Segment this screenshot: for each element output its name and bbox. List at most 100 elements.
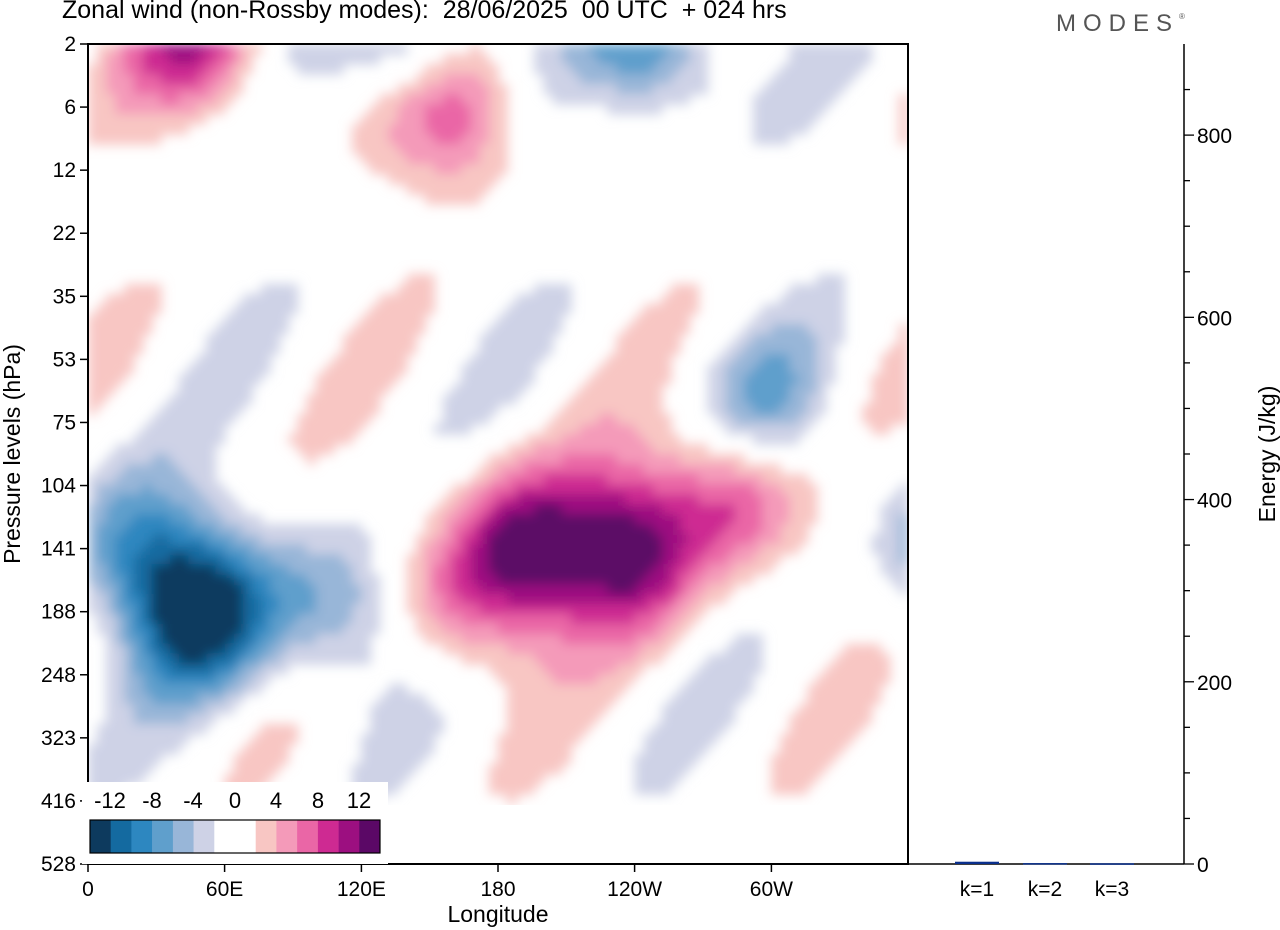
heatmap-cell [188, 504, 198, 515]
heatmap-cell [142, 574, 153, 585]
colorbar-swatch [172, 820, 194, 853]
heatmap-cell [170, 114, 180, 125]
heatmap-cell [115, 714, 125, 725]
heatmap-cell [598, 84, 608, 95]
heatmap-cell [689, 464, 699, 475]
heatmap-cell [643, 534, 654, 545]
heatmap-cell [680, 704, 690, 715]
heatmap-cell [525, 734, 535, 745]
heatmap-cell [379, 774, 390, 785]
heatmap-cell [771, 104, 781, 115]
heatmap-cell [170, 404, 180, 415]
heatmap-cell [634, 774, 645, 785]
heatmap-cell [498, 774, 508, 785]
heatmap-cell [570, 544, 581, 555]
heatmap-cell [124, 614, 135, 625]
heatmap-cell [361, 344, 371, 355]
heatmap-cell [753, 484, 763, 495]
heatmap-cell [279, 754, 289, 765]
heatmap-cell [498, 574, 508, 585]
heatmap-cell [242, 674, 253, 685]
heatmap-cell [224, 314, 235, 325]
heatmap-cell [898, 324, 908, 335]
heatmap-cell [160, 684, 171, 695]
heatmap-cell [361, 364, 371, 375]
heatmap-cell [279, 284, 289, 295]
heatmap-cell [807, 384, 818, 395]
heatmap-cell [188, 394, 198, 405]
heatmap-cell [242, 364, 253, 375]
heatmap-cell [170, 414, 180, 425]
heatmap-cell [242, 534, 253, 545]
heatmap-cell [625, 534, 636, 545]
heatmap-cell [871, 414, 882, 425]
heatmap-cell [197, 724, 207, 735]
heatmap-cell [543, 434, 554, 445]
x-tick-label: 180 [480, 878, 515, 901]
heatmap-cell [507, 704, 517, 715]
heatmap-cell [689, 604, 699, 615]
heatmap-cell [97, 364, 107, 375]
heatmap-cell [543, 644, 554, 655]
heatmap-cell [115, 474, 125, 485]
heatmap-cell [498, 654, 508, 665]
heatmap-cell [406, 344, 417, 355]
heatmap-cell [543, 504, 554, 515]
heatmap-cell [734, 474, 745, 485]
heatmap-cell [643, 764, 654, 775]
heatmap-cell [151, 584, 162, 595]
heatmap-cell [652, 644, 663, 655]
heatmap-cell [115, 544, 125, 555]
heatmap-cell [543, 454, 554, 465]
heatmap-cell [607, 424, 617, 435]
heatmap-cell [698, 724, 709, 735]
heatmap-cell [188, 574, 198, 585]
heatmap-cell [835, 744, 845, 755]
heatmap-cell [734, 384, 745, 395]
heatmap-cell [197, 664, 207, 675]
heatmap-cell [561, 744, 572, 755]
heatmap-cell [552, 624, 563, 635]
heatmap-cell [534, 634, 545, 645]
heatmap-cell [507, 774, 517, 785]
heatmap-cell [361, 754, 371, 765]
heatmap-cell [652, 554, 663, 565]
heatmap-cell [753, 344, 763, 355]
x-tick-label: 120W [607, 878, 662, 901]
heatmap-cell [716, 664, 727, 675]
heatmap-cell [589, 504, 599, 515]
x-tick-label: 60E [206, 878, 243, 901]
heatmap-cell [835, 724, 845, 735]
heatmap-cell [434, 554, 444, 565]
heatmap-cell [570, 424, 581, 435]
heatmap-cell [543, 764, 554, 775]
heatmap-cell [507, 354, 517, 365]
heatmap-cell [397, 304, 408, 315]
heatmap-cell [862, 54, 873, 65]
heatmap-cell [124, 594, 135, 605]
heatmap-cell [406, 184, 417, 195]
heatmap-cell [461, 654, 472, 665]
heatmap-cell [652, 774, 663, 785]
heatmap-cell [352, 374, 362, 385]
heatmap-cell [634, 94, 645, 105]
heatmap-cell [106, 634, 116, 645]
heatmap-cell [552, 64, 563, 75]
heatmap-cell [498, 594, 508, 605]
heatmap-cell [652, 574, 663, 585]
heatmap-cell [543, 334, 554, 345]
heatmap-cell [397, 314, 408, 325]
heatmap-cell [252, 744, 262, 755]
heatmap-cell [206, 544, 217, 555]
heatmap-cell [498, 514, 508, 525]
heatmap-cell [106, 304, 116, 315]
heatmap-cell [288, 44, 299, 55]
heatmap-cell [744, 424, 754, 435]
heatmap-cell [197, 44, 207, 55]
heatmap-cell [634, 574, 645, 585]
heatmap-cell [552, 604, 563, 615]
heatmap-cell [252, 514, 262, 525]
heatmap-cell [580, 64, 590, 75]
heatmap-cell [780, 534, 791, 545]
heatmap-cell [662, 634, 672, 645]
